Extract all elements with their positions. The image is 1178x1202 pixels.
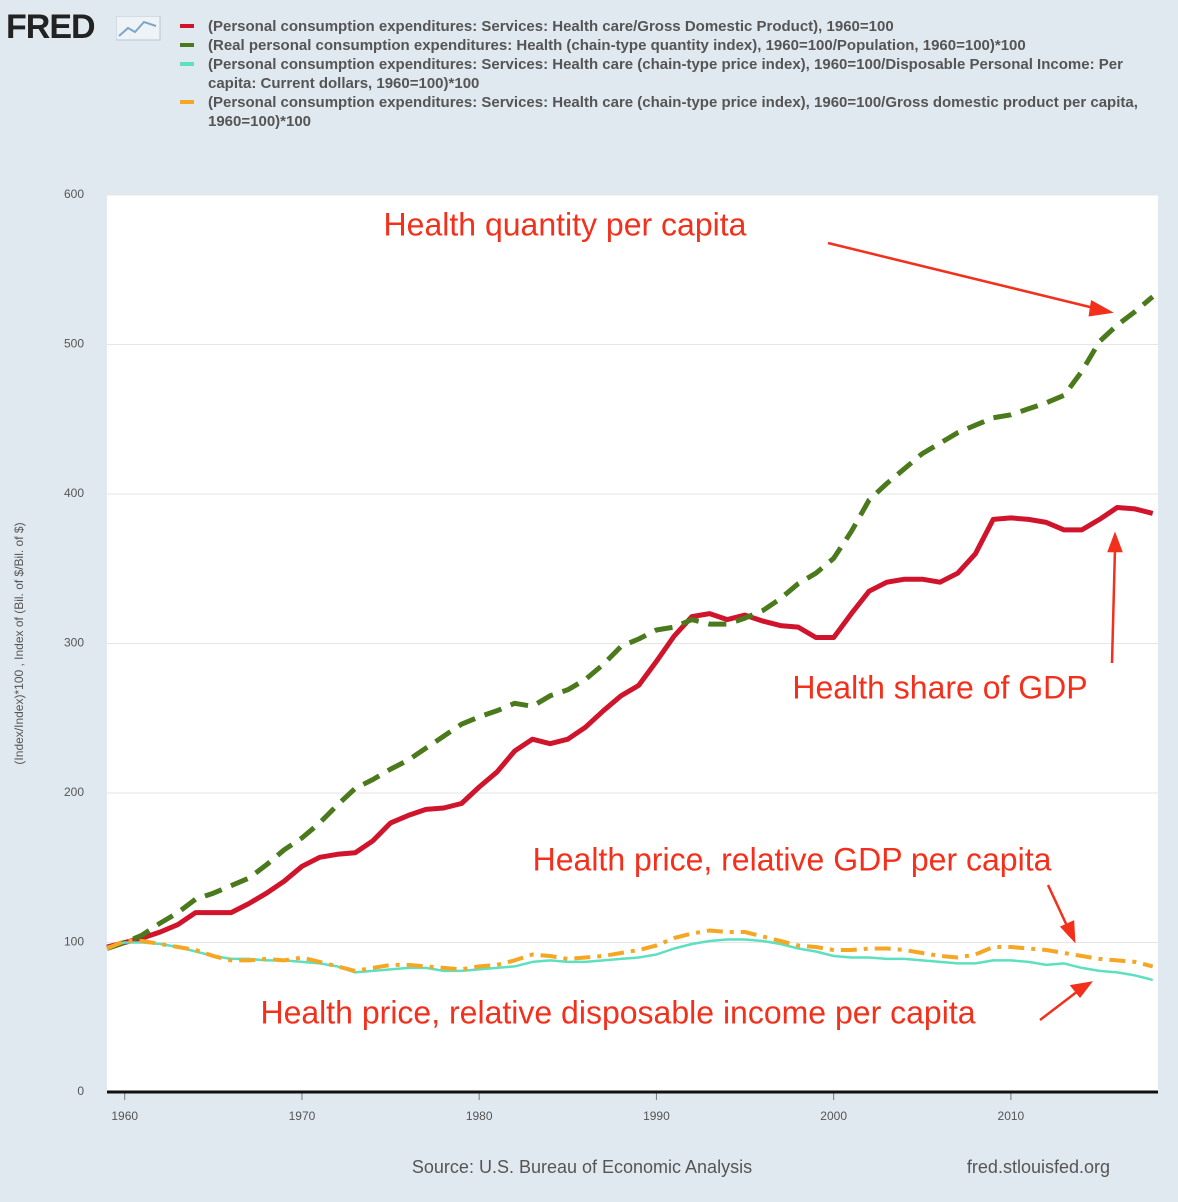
legend-label: (Personal consumption expenditures: Serv… (208, 56, 1123, 92)
legend: (Personal consumption expenditures: Serv… (180, 17, 1140, 131)
legend-entry: (Real personal consumption expenditures:… (180, 36, 1140, 55)
logo: FRED (6, 8, 96, 46)
x-tick-label: 2010 (998, 1109, 1025, 1123)
legend-label: (Personal consumption expenditures: Serv… (208, 18, 894, 35)
series-line (106, 294, 1155, 951)
annotation: Health share of GDP (792, 669, 1087, 705)
legend-label: (Personal consumption expenditures: Serv… (208, 94, 1138, 130)
arrow-head (1107, 531, 1123, 553)
arrow-head (1069, 981, 1093, 999)
arrow-head (1088, 300, 1114, 317)
series-line (106, 505, 1154, 950)
legend-entry: (Personal consumption expenditures: Serv… (180, 55, 1140, 93)
y-tick-label: 500 (64, 337, 84, 351)
legend-label: (Real personal consumption expenditures:… (208, 37, 1026, 54)
series-line (106, 928, 1154, 973)
x-tick-label: 1980 (466, 1109, 493, 1123)
arrows (827, 241, 1123, 1021)
logo-icon (116, 16, 161, 41)
arrow-head (1059, 920, 1076, 944)
y-tick-label: 100 (64, 935, 84, 949)
annotation: Health price, relative disposable income… (260, 994, 975, 1030)
arrow (827, 241, 1099, 311)
y-tick-label: 300 (64, 636, 84, 650)
legend-marker (180, 24, 194, 28)
arrow (1046, 884, 1070, 929)
y-tick-label: 0 (77, 1084, 84, 1098)
x-tick-label: 1990 (643, 1109, 670, 1123)
legend-entry: (Personal consumption expenditures: Serv… (180, 93, 1140, 131)
y-tick-label: 200 (64, 785, 84, 799)
annotation: Health price, relative GDP per capita (533, 841, 1052, 877)
y-axis-label: (Index/Index)*100 , Index of (Bil. of $/… (12, 522, 26, 764)
legend-entry: (Personal consumption expenditures: Serv… (180, 17, 1140, 36)
x-tick-label: 1960 (111, 1109, 138, 1123)
annotation: Health quantity per capita (384, 206, 747, 242)
legend-marker (180, 62, 194, 66)
y-tick-label: 400 (64, 486, 84, 500)
site: fred.stlouisfed.org (967, 1157, 1110, 1177)
y-tick-label: 600 (64, 187, 84, 201)
x-tick-label: 1970 (289, 1109, 316, 1123)
source: Source: U.S. Bureau of Economic Analysis (412, 1157, 752, 1177)
legend-marker (180, 100, 194, 104)
arrow (1110, 547, 1117, 664)
arrow (1039, 990, 1079, 1021)
legend-marker (180, 43, 194, 47)
x-tick-label: 2000 (820, 1109, 847, 1123)
